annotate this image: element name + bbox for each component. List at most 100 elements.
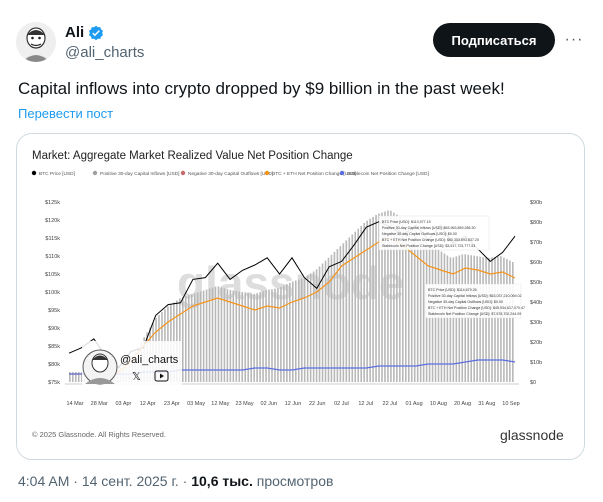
inflow-bar — [497, 256, 499, 382]
inflow-bar — [351, 234, 354, 382]
youtube-icon — [154, 370, 169, 382]
inflow-bar — [393, 212, 395, 382]
inflow-bar — [303, 277, 306, 382]
inflow-bar — [268, 289, 270, 382]
x-logo-icon: 𝕏 — [132, 371, 141, 383]
inflow-bar — [256, 293, 258, 382]
inflow-bar — [503, 257, 505, 382]
inflow-bar — [286, 284, 288, 382]
inflow-bar — [339, 246, 342, 382]
inflow-bar — [404, 221, 407, 382]
inflow-bar — [345, 240, 348, 382]
inflow-bar — [473, 255, 475, 382]
inflow-bar — [199, 291, 202, 382]
inflow-bar — [77, 372, 80, 382]
tooltip-box — [424, 283, 522, 319]
legend-label: BTC + ETH Net Position Change [USD] — [272, 171, 356, 177]
inflow-bar — [294, 280, 297, 382]
inflow-bar — [229, 290, 232, 382]
y-left-tick: $95k — [48, 308, 60, 314]
inflow-bar — [410, 227, 413, 382]
author-name[interactable]: Ali — [65, 24, 85, 41]
chart-brand: glassnode — [500, 427, 564, 443]
inflow-bar — [369, 218, 371, 382]
y-right-tick: $40b — [530, 300, 542, 306]
legend-marker — [180, 170, 186, 176]
tooltip-text: BTC + ETH Net Position Change [USD]: $60… — [382, 238, 479, 242]
inflow-bar — [378, 213, 380, 382]
tooltip-text: Positive 30-day Capital Inflows [USD]: $… — [428, 294, 522, 298]
inflow-bar — [315, 269, 318, 382]
inflow-bar — [467, 254, 470, 382]
y-left-tick: $120k — [45, 218, 60, 224]
x-tick: 28 Mar — [91, 401, 108, 407]
tweet-time[interactable]: 4:04 AM — [18, 473, 70, 489]
x-tick: 02 Jul — [334, 401, 349, 407]
inflow-bar — [265, 290, 267, 382]
x-tick: 23 Apr — [164, 401, 180, 407]
inflow-bar — [232, 290, 235, 382]
inflow-bar — [300, 278, 303, 382]
tooltip-text: Negative 30-day Capital Outflows [USD]: … — [382, 232, 457, 236]
x-axis: 14 Mar 28 Mar 03 Apr 12 Apr 23 Apr 03 May 12 M… — [65, 383, 520, 407]
chart-legend: BTC Price [USD] Positive 30-day Capital I… — [31, 170, 429, 177]
inflow-bar — [241, 292, 244, 382]
chart-card[interactable]: Market: Aggregate Market Realized Value … — [16, 133, 585, 460]
subscribe-button[interactable]: Подписаться — [433, 23, 555, 57]
inflow-bar — [280, 287, 282, 382]
inflow-bar — [277, 288, 279, 382]
inflow-bar — [184, 296, 187, 382]
inflow-bar — [491, 257, 493, 382]
inflow-bar — [306, 275, 309, 382]
tooltip-text: Negative 30-day Capital Outflows [USD]: … — [428, 300, 503, 304]
inflow-bar — [333, 251, 336, 382]
y-left-tick: $125k — [45, 200, 60, 206]
x-tick: 20 Aug — [454, 401, 471, 407]
inflow-bar — [342, 243, 345, 382]
views-label: просмотров — [256, 473, 334, 489]
inflow-bar — [196, 292, 199, 382]
inflow-bar — [387, 210, 389, 382]
author-handle[interactable]: @ali_charts — [65, 44, 145, 61]
inflow-bar — [422, 239, 425, 382]
inflow-bar — [360, 225, 362, 382]
inflow-bar — [214, 286, 217, 382]
x-tick: 02 Jun — [261, 401, 278, 407]
inflow-bar — [357, 228, 360, 382]
avatar-image — [16, 22, 56, 62]
tooltip-text: Positive 30-day Capital Inflows [USD]: $… — [382, 226, 476, 230]
inflow-bar — [253, 293, 255, 382]
tweet-date[interactable]: 14 сент. 2025 г. — [81, 473, 179, 489]
overlay-badge: @ali_charts 𝕏 — [82, 341, 182, 389]
x-tick: 12 Apr — [140, 401, 156, 407]
inflow-bar — [494, 256, 496, 382]
inflow-bar — [336, 249, 339, 382]
tweet-text: Capital inflows into crypto dropped by $… — [18, 79, 505, 98]
inflow-bar — [396, 214, 398, 382]
y-left-tick: $105k — [45, 272, 60, 278]
x-tick: 22 Jul — [383, 401, 398, 407]
inflow-bar — [375, 214, 377, 382]
tooltip-text: BTC + ETH Net Position Change [USD]: $45… — [428, 306, 525, 310]
y-right-tick: $90b — [530, 200, 542, 206]
inflow-bar — [74, 372, 77, 382]
inflow-bar — [413, 230, 416, 382]
y-axis-left: $75k $80k $85k $90k $95k $100k $105k $110k $115k… — [45, 200, 60, 386]
inflow-bar — [419, 236, 422, 382]
inflow-bar — [292, 281, 294, 382]
avatar[interactable] — [16, 22, 56, 62]
inflow-bar — [220, 287, 223, 382]
inflow-bar — [235, 291, 238, 382]
x-tick: 03 May — [187, 401, 205, 407]
legend-label: Positive 30-day Capital Inflows [USD] — [100, 171, 179, 177]
legend-label: Stablecoin Net Position Change [USD] — [347, 171, 429, 177]
more-options-icon[interactable]: ··· — [564, 31, 584, 48]
inflow-bar — [512, 262, 514, 382]
inflow-bar — [372, 216, 374, 382]
inflow-bar — [312, 271, 315, 382]
inflow-bar — [324, 260, 327, 382]
translate-link[interactable]: Перевести пост — [18, 106, 114, 121]
inflow-bar — [506, 259, 508, 382]
inflow-bar — [458, 255, 461, 382]
inflow-bar — [211, 287, 214, 382]
